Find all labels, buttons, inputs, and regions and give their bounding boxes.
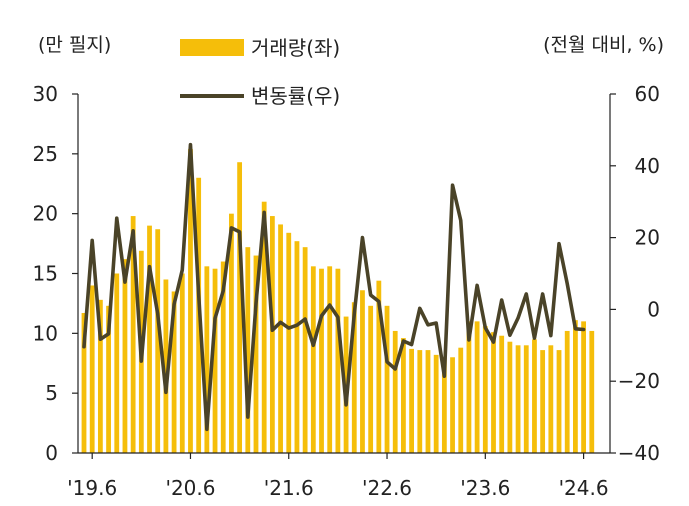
- right-tick-label: 0: [647, 297, 660, 321]
- volume-bar: [106, 305, 111, 453]
- x-tick-label: '23.6: [460, 476, 510, 500]
- volume-bar: [147, 225, 152, 453]
- volume-bar: [89, 285, 95, 453]
- volume-bar: [171, 291, 177, 453]
- volume-bar: [302, 247, 308, 453]
- left-tick-label: 25: [33, 142, 58, 166]
- volume-bar: [482, 326, 488, 453]
- volume-bar: [474, 321, 480, 453]
- volume-bar: [179, 273, 185, 453]
- volume-bar: [491, 332, 496, 453]
- x-tick-label: '24.6: [559, 476, 609, 500]
- volume-bars: [81, 149, 595, 454]
- volume-bar: [122, 259, 128, 453]
- right-tick-label: −20: [618, 369, 660, 393]
- volume-bar: [425, 350, 431, 453]
- volume-bar: [556, 350, 562, 453]
- volume-bar: [261, 201, 267, 453]
- volume-bar: [548, 345, 554, 453]
- left-axis-unit: (만 필지): [38, 34, 111, 56]
- left-tick-label: 15: [33, 262, 58, 286]
- legend: 거래량(좌) 변동률(우): [180, 36, 340, 108]
- volume-bar: [130, 216, 136, 453]
- volume-bar: [269, 216, 275, 453]
- volume-bar: [409, 348, 414, 453]
- volume-bar: [188, 149, 193, 454]
- volume-bar: [343, 316, 349, 453]
- right-axis-unit: (전월 대비, %): [543, 34, 664, 56]
- change-line-layer: [82, 142, 586, 432]
- right-axis: −40 −20 0 20 40 60: [609, 82, 660, 465]
- x-tick-label: '19.6: [67, 476, 117, 500]
- volume-bar: [97, 299, 103, 453]
- right-tick-label: 40: [635, 154, 660, 178]
- volume-bar: [229, 213, 234, 453]
- x-tick-label: '20.6: [165, 476, 215, 500]
- left-tick-label: 30: [33, 82, 58, 106]
- volume-bar: [532, 339, 537, 453]
- change-line: [82, 142, 586, 432]
- volume-bar: [458, 347, 464, 453]
- volume-bar: [81, 312, 87, 453]
- volume-bar: [401, 338, 406, 453]
- x-tick-label: '21.6: [264, 476, 314, 500]
- x-tick-label: '22.6: [362, 476, 412, 500]
- volume-bar: [360, 290, 365, 453]
- legend-bar-label: 거래량(좌): [251, 36, 340, 60]
- volume-bar: [376, 280, 382, 453]
- volume-bar: [441, 357, 447, 453]
- volume-bar: [384, 305, 390, 453]
- volume-bar: [245, 247, 251, 453]
- right-tick-label: −40: [618, 441, 660, 465]
- volume-bar: [450, 357, 455, 453]
- volume-bar: [319, 268, 324, 453]
- volume-bar: [155, 229, 161, 453]
- volume-bar: [589, 330, 595, 453]
- volume-bar: [286, 232, 292, 453]
- left-axis: 0 5 10 15 20 25 30: [33, 82, 79, 465]
- volume-bar: [499, 335, 505, 453]
- volume-bar: [253, 255, 259, 453]
- volume-bar: [212, 268, 218, 453]
- volume-bar: [573, 320, 578, 453]
- legend-bar-swatch: [180, 39, 244, 56]
- volume-bar: [417, 350, 423, 453]
- volume-bar: [351, 302, 357, 453]
- volume-bar: [114, 273, 120, 453]
- volume-bar: [335, 268, 341, 453]
- volume-bar: [310, 266, 316, 453]
- volume-bar: [163, 279, 169, 453]
- volume-bar: [433, 354, 439, 453]
- x-axis: '19.6 '20.6 '21.6 '22.6 '23.6 '24.6: [67, 452, 610, 500]
- volume-bar: [327, 266, 333, 453]
- legend-line-label: 변동률(우): [251, 84, 340, 108]
- volume-bar: [564, 330, 570, 453]
- left-tick-label: 20: [33, 202, 58, 226]
- volume-bar: [278, 224, 283, 453]
- volume-bar: [523, 345, 529, 453]
- volume-bar: [515, 345, 521, 453]
- left-tick-label: 5: [45, 381, 58, 405]
- left-tick-label: 10: [33, 321, 58, 345]
- volume-bar: [237, 162, 243, 453]
- volume-bar: [392, 330, 398, 453]
- left-tick-label: 0: [45, 441, 58, 465]
- right-tick-label: 20: [635, 226, 660, 250]
- volume-bar: [540, 350, 546, 453]
- volume-bar: [220, 261, 226, 453]
- volume-bar: [368, 305, 374, 453]
- right-tick-label: 60: [635, 82, 660, 106]
- volume-bar: [204, 266, 210, 453]
- volume-bar: [507, 341, 513, 453]
- volume-bar: [581, 321, 586, 453]
- volume-bar: [294, 241, 300, 453]
- volume-bar: [466, 321, 472, 453]
